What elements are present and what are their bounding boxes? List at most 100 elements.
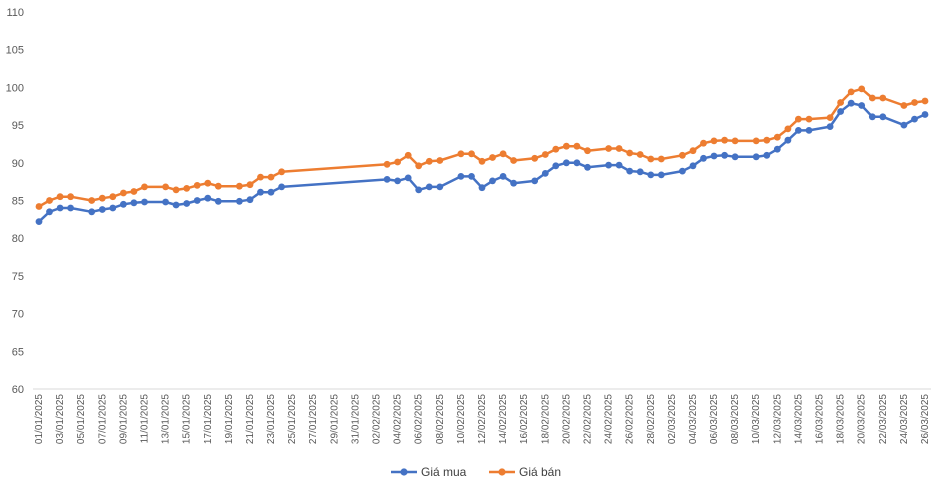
data-point: [457, 173, 465, 180]
x-tick-label: 22/02/2025: [582, 394, 593, 444]
data-point: [88, 208, 96, 216]
y-axis: 60 65 70 75 80 85 90 95 100 105 110: [6, 7, 24, 396]
data-point: [837, 99, 844, 106]
data-point: [858, 102, 866, 109]
data-point: [130, 199, 138, 207]
data-point: [773, 133, 781, 141]
x-tick-label: 20/02/2025: [561, 394, 572, 444]
data-point: [278, 183, 285, 191]
data-point: [626, 167, 634, 175]
data-point: [130, 188, 138, 195]
data-point: [35, 218, 43, 226]
data-point: [67, 193, 74, 201]
data-point: [552, 162, 560, 170]
data-point: [900, 121, 908, 129]
data-point: [563, 142, 570, 150]
x-tick-label: 25/01/2025: [287, 394, 298, 444]
x-tick-label: 18/03/2025: [836, 394, 847, 444]
data-point: [752, 153, 760, 161]
data-point: [805, 126, 813, 134]
data-point: [478, 157, 486, 165]
data-point: [563, 159, 570, 167]
x-tick-label: 02/03/2025: [667, 394, 678, 444]
y-tick-label: 90: [12, 158, 24, 170]
data-point: [383, 176, 391, 183]
data-point: [436, 183, 444, 191]
data-point: [56, 193, 64, 201]
data-point: [911, 115, 918, 123]
data-point: [847, 88, 855, 96]
x-tick-label: 27/01/2025: [308, 394, 319, 444]
x-tick-label: 04/03/2025: [688, 394, 699, 444]
data-point: [404, 174, 412, 182]
data-point: [162, 198, 170, 206]
data-point: [605, 145, 612, 152]
data-point: [879, 113, 887, 121]
series-layer: [35, 85, 929, 226]
data-point: [267, 188, 275, 196]
x-tick-label: 23/01/2025: [266, 394, 277, 444]
x-tick-label: 10/02/2025: [456, 394, 467, 444]
x-tick-label: 19/01/2025: [224, 394, 235, 444]
data-point: [763, 136, 771, 144]
data-point: [795, 115, 802, 123]
data-point: [257, 188, 264, 196]
data-point: [109, 204, 117, 212]
series-gia-ban: [35, 85, 929, 210]
data-point: [921, 111, 929, 118]
data-point: [710, 152, 718, 160]
data-point: [98, 206, 106, 213]
y-tick-label: 105: [6, 45, 24, 57]
data-point: [204, 179, 212, 187]
data-point: [35, 203, 43, 210]
x-tick-label: 10/03/2025: [751, 394, 762, 444]
data-point: [236, 197, 243, 205]
data-point: [900, 102, 908, 109]
x-tick-label: 04/02/2025: [393, 394, 404, 444]
data-point: [689, 147, 697, 155]
data-point: [615, 161, 623, 169]
data-point: [214, 197, 222, 205]
data-point: [46, 197, 53, 204]
x-tick-label: 17/01/2025: [203, 394, 214, 444]
data-point: [647, 171, 655, 179]
data-point: [172, 201, 180, 209]
y-tick-label: 75: [12, 271, 24, 283]
legend-label: Giá bán: [519, 465, 561, 479]
data-point: [489, 177, 496, 185]
x-tick-label: 09/01/2025: [118, 394, 129, 444]
data-point: [436, 157, 444, 164]
x-tick-label: 26/03/2025: [920, 394, 931, 444]
data-point: [478, 184, 486, 192]
data-point: [700, 139, 707, 147]
legend-swatch-marker: [498, 468, 506, 476]
data-point: [278, 168, 285, 176]
data-point: [731, 137, 739, 145]
data-point: [826, 114, 834, 121]
x-tick-label: 20/03/2025: [857, 394, 868, 444]
data-point: [415, 162, 423, 170]
x-tick-label: 31/01/2025: [350, 394, 361, 444]
data-point: [868, 113, 876, 121]
data-point: [731, 153, 739, 161]
data-point: [510, 157, 517, 164]
data-point: [795, 126, 802, 134]
data-point: [573, 142, 581, 150]
y-tick-label: 85: [12, 196, 24, 208]
data-point: [204, 194, 212, 202]
x-tick-label: 16/03/2025: [815, 394, 826, 444]
y-tick-label: 110: [6, 7, 24, 19]
data-point: [88, 197, 96, 204]
data-point: [626, 149, 634, 157]
data-point: [246, 196, 254, 204]
data-point: [162, 183, 170, 191]
x-tick-label: 08/03/2025: [730, 394, 741, 444]
data-point: [531, 177, 539, 185]
x-tick-label: 05/01/2025: [76, 394, 87, 444]
data-point: [468, 173, 475, 180]
data-point: [858, 85, 866, 93]
x-tick-label: 07/01/2025: [97, 394, 108, 444]
data-point: [489, 154, 496, 161]
data-point: [763, 151, 771, 159]
x-tick-label: 12/02/2025: [477, 394, 488, 444]
